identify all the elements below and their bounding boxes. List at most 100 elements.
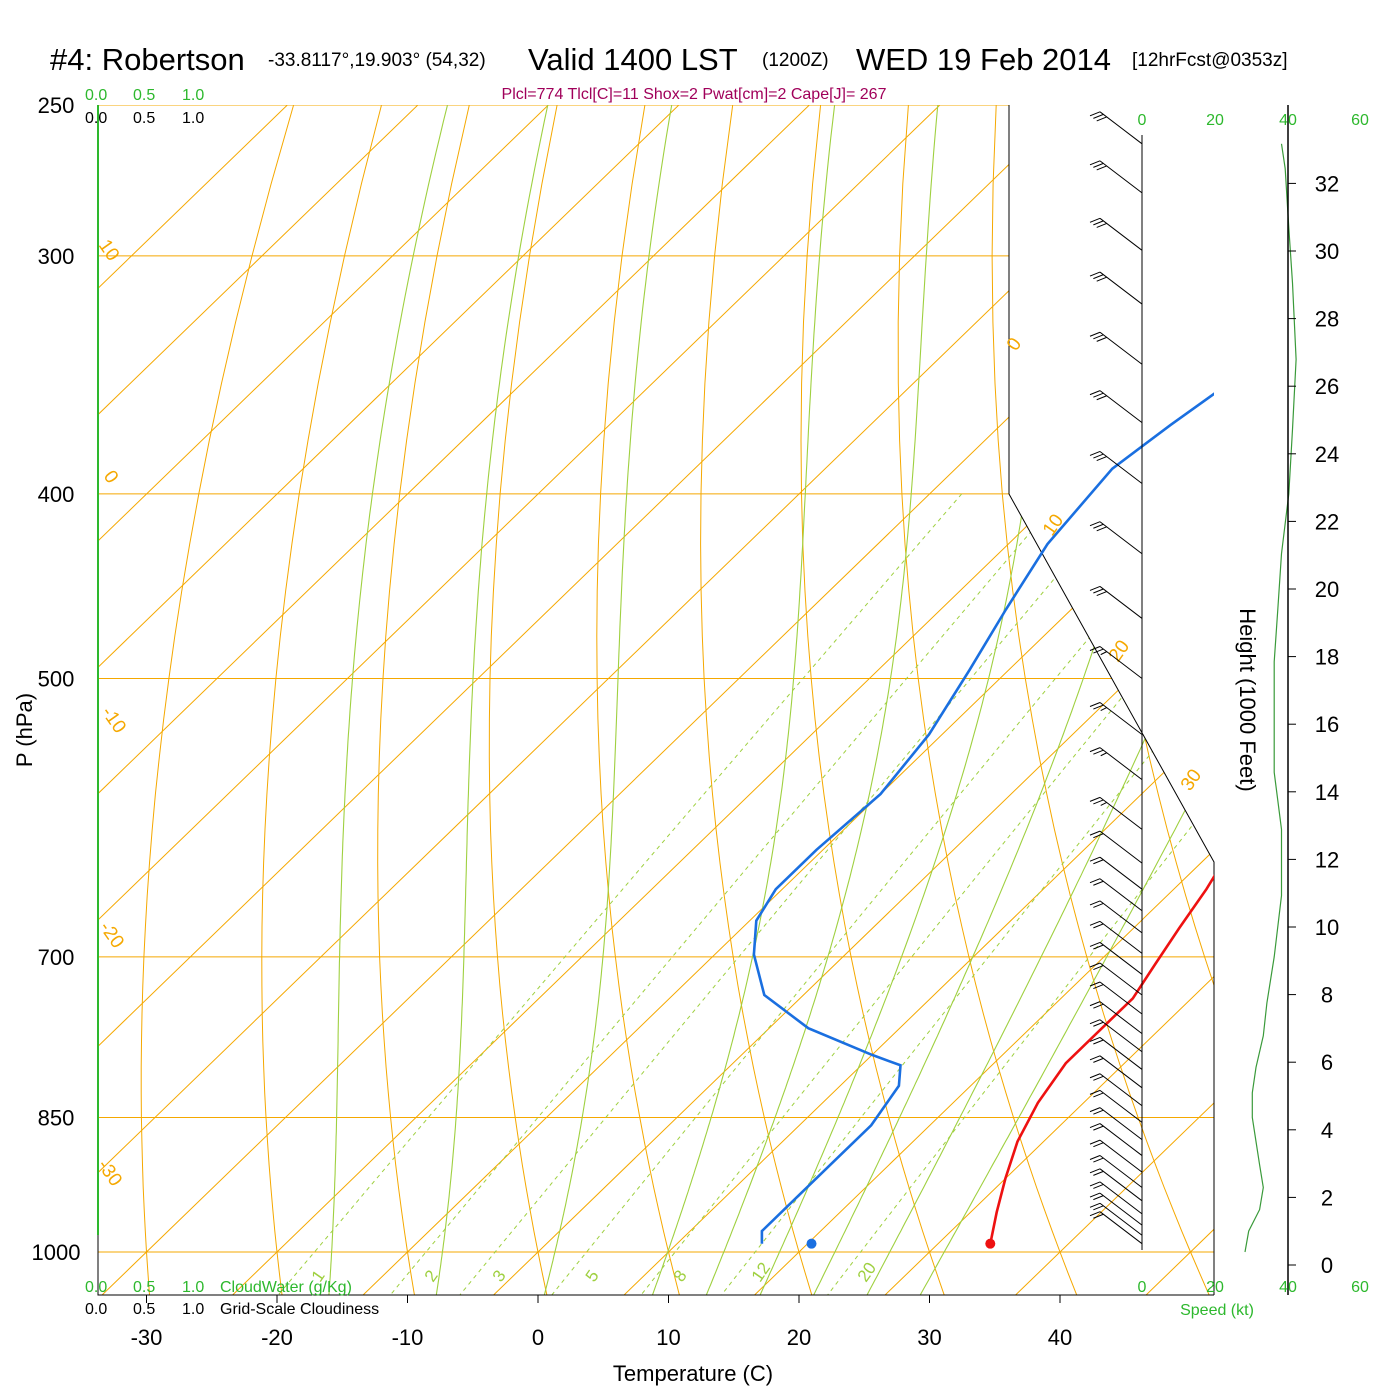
wind-barb-flag <box>1093 880 1104 886</box>
wind-barb-shaft <box>1099 920 1143 954</box>
surface-dewpoint-dot <box>806 1238 817 1249</box>
temperature-tick-label: 10 <box>656 1325 680 1350</box>
bottom-cloudwater-tick: 0.0 <box>85 1279 107 1296</box>
wind-barb-shaft <box>1099 796 1143 830</box>
wind-barb-flag <box>1089 1019 1101 1025</box>
wind-barb-flag <box>1089 1202 1101 1208</box>
height-tick-label: 24 <box>1315 442 1339 467</box>
speed-label: Speed (kt) <box>1180 1302 1254 1319</box>
pressure-tick-label: 300 <box>38 244 75 269</box>
wind-speed-profile <box>1244 143 1297 1253</box>
wind-barb-flag <box>1096 276 1107 282</box>
bottom-cloudiness-tick: 1.0 <box>182 1301 204 1318</box>
surface-temperature-dot <box>985 1238 996 1249</box>
height-axis-label: Height (1000 Feet) <box>1235 608 1260 791</box>
dry-adiabat <box>488 105 601 1295</box>
wind-barb-shaft <box>1099 646 1143 679</box>
speed-tick-top: 60 <box>1351 112 1369 129</box>
top-cloudiness-tick: 1.0 <box>182 110 204 127</box>
utc-time: (1200Z) <box>762 50 829 71</box>
dry-adiabat <box>596 105 690 1295</box>
temperature-tick-label: -10 <box>392 1325 424 1350</box>
height-tick-label: 26 <box>1315 374 1339 399</box>
wind-barb-flag <box>1089 747 1101 753</box>
wind-barb-shaft <box>1099 160 1143 194</box>
wind-barb-flag <box>1089 941 1101 947</box>
wind-barb-shaft <box>1099 521 1143 555</box>
wind-barb-flag <box>1096 165 1107 171</box>
pressure-tick-label: 850 <box>38 1106 75 1131</box>
dry-adiabat <box>700 105 824 1295</box>
wind-barb-flag <box>1093 944 1104 950</box>
wind-barb-flag <box>1096 456 1107 462</box>
isotherm-label: 30 <box>1177 766 1206 795</box>
isotherm-line <box>98 105 1131 1295</box>
wind-barb-flag <box>1096 222 1107 228</box>
wind-barb-flag <box>1093 453 1104 459</box>
wind-barb-shaft <box>1099 451 1143 484</box>
wind-barb-shaft <box>1099 900 1143 934</box>
dewpoint-profile <box>752 392 1214 1244</box>
isotherm-line <box>98 105 1214 1295</box>
isotherm-line <box>325 105 1214 1295</box>
height-tick-label: 6 <box>1321 1050 1333 1075</box>
wind-barb-shaft <box>1099 1073 1143 1107</box>
wind-barb-shaft <box>1099 830 1143 864</box>
forecast-date: WED 19 Feb 2014 <box>856 42 1111 77</box>
dry-adiabat <box>800 105 958 1295</box>
wind-barb-flag <box>1093 1205 1104 1211</box>
wind-barb-flag <box>1089 1089 1101 1095</box>
wind-barb-flag <box>1093 648 1104 654</box>
temperature-tick-label: 40 <box>1048 1325 1072 1350</box>
mixing-ratio-line <box>693 493 1214 1295</box>
wind-barb-shaft <box>1099 702 1143 735</box>
pressure-tick-label: 250 <box>38 93 75 118</box>
parcel-trace <box>1294 205 1400 761</box>
height-tick-label: 0 <box>1321 1253 1333 1278</box>
pressure-tick-label: 500 <box>38 667 75 692</box>
isotherm-line <box>98 105 740 1295</box>
wind-barb-shaft <box>1099 1019 1143 1053</box>
wind-barb-flag <box>1093 1183 1104 1189</box>
isotherm-line <box>98 105 870 1295</box>
valid-time: Valid 1400 LST <box>528 42 738 77</box>
dry-adiabat <box>897 105 1092 1295</box>
isotherm-line <box>98 105 479 1295</box>
x-axis-label: Temperature (C) <box>613 1361 773 1386</box>
wind-barb-flag <box>1089 646 1101 651</box>
wind-barb-flag <box>1093 833 1104 839</box>
wind-barb-shaft <box>1099 1168 1143 1202</box>
wind-barbs <box>1089 111 1297 1253</box>
moist-adiabat <box>847 105 1214 1295</box>
wind-barb-flag <box>1093 704 1104 710</box>
wind-barb-shaft <box>1099 1123 1143 1156</box>
height-tick-label: 4 <box>1321 1118 1333 1143</box>
isotherm-label: 0 <box>1003 334 1026 355</box>
moist-adiabat <box>325 105 499 1295</box>
top-cloudwater-tick: 1.0 <box>182 87 204 104</box>
wind-barb-flag <box>1093 1142 1104 1148</box>
height-tick-label: 8 <box>1321 983 1333 1008</box>
stability-indices: Plcl=774 Tlcl[C]=11 Shox=2 Pwat[cm]=2 Ca… <box>502 86 887 103</box>
wind-barb-shaft <box>1099 1055 1143 1089</box>
height-tick-label: 10 <box>1315 915 1339 940</box>
speed-tick-top: 40 <box>1279 112 1297 129</box>
wind-barb-flag <box>1096 116 1107 122</box>
wind-barb-shaft <box>1099 1192 1143 1226</box>
height-tick-label: 12 <box>1315 847 1339 872</box>
top-cloudwater-tick: 0.0 <box>85 87 107 104</box>
wind-barb-flag <box>1093 113 1104 119</box>
wind-barb-shaft <box>1099 1107 1143 1141</box>
height-tick-label: 28 <box>1315 307 1339 332</box>
wind-barb-flag <box>1093 1213 1104 1219</box>
station-coords: -33.8117°,19.903° (54,32) <box>268 50 486 71</box>
wind-barb-shaft <box>1099 1155 1143 1188</box>
wind-barb-flag <box>1093 523 1104 529</box>
bottom-cloud-scales: 0.0 0.5 1.0 CloudWater (g/Kg) 0.0 0.5 1.… <box>85 1279 379 1318</box>
frame-left-bottom <box>97 105 1214 1296</box>
isotherm-label: 0 <box>99 467 122 488</box>
isotherm-line <box>98 105 609 1295</box>
wind-barb-flag <box>1093 859 1104 865</box>
